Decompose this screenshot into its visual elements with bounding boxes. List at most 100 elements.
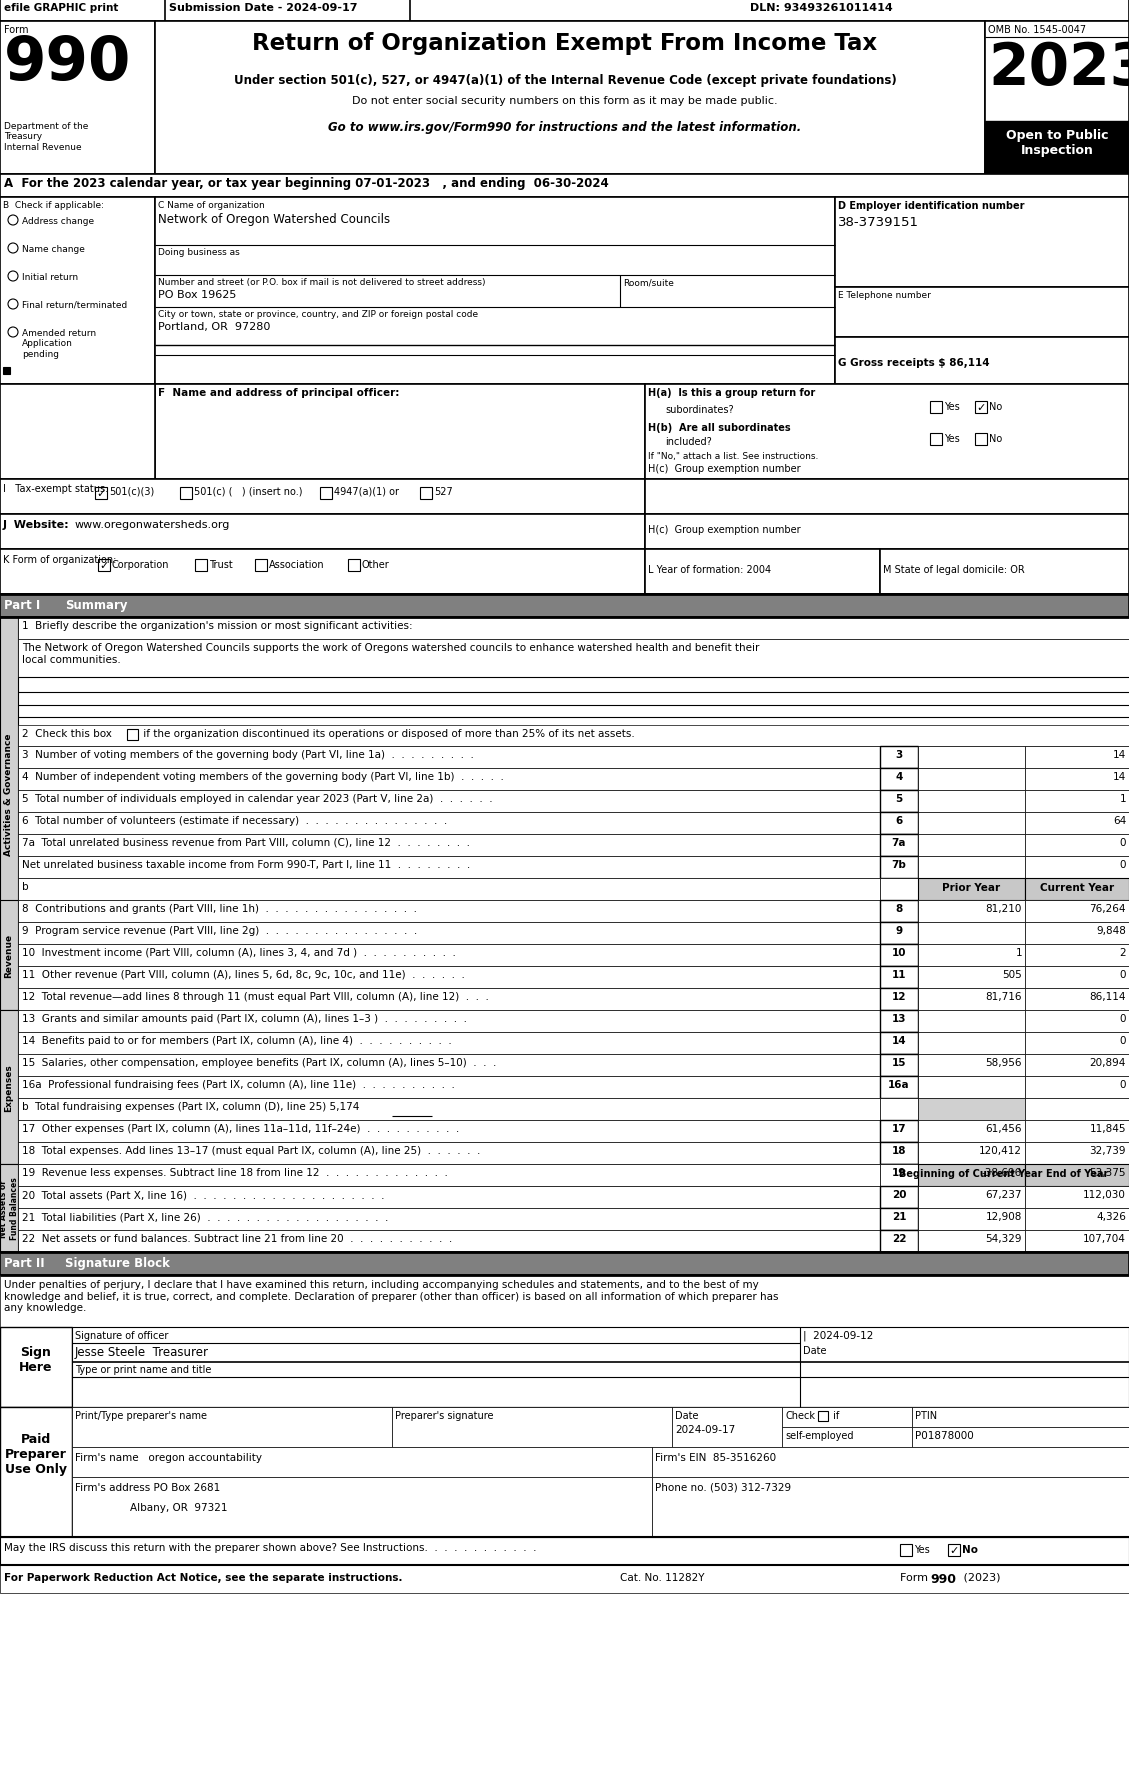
Text: 0: 0 (1120, 1035, 1126, 1046)
Bar (18, 618, 1129, 640)
Bar (18, 1187, 879, 1208)
Bar (72, 1477, 653, 1538)
Text: Yes: Yes (914, 1545, 930, 1554)
Text: ✓: ✓ (96, 488, 105, 499)
Text: Print/Type preparer's name: Print/Type preparer's name (75, 1410, 207, 1420)
Bar (645, 549, 879, 595)
Bar (0, 0, 1129, 21)
Bar (72, 1408, 1129, 1538)
Text: Sign
Here: Sign Here (19, 1345, 53, 1374)
Text: 6  Total number of volunteers (estimate if necessary)  .  .  .  .  .  .  .  .  .: 6 Total number of volunteers (estimate i… (21, 816, 447, 825)
Bar (930, 433, 942, 446)
Text: OMB No. 1545-0047: OMB No. 1545-0047 (988, 25, 1086, 36)
Bar (1025, 1208, 1129, 1230)
Text: Paid
Preparer
Use Only: Paid Preparer Use Only (5, 1433, 67, 1475)
Text: Jesse Steele  Treasurer: Jesse Steele Treasurer (75, 1345, 209, 1358)
Text: 18: 18 (892, 1146, 907, 1155)
Text: Revenue: Revenue (5, 934, 14, 978)
Text: Yes: Yes (944, 433, 960, 444)
Text: Net Assets or
Fund Balances: Net Assets or Fund Balances (0, 1176, 19, 1240)
Bar (72, 1447, 653, 1477)
Text: Prior Year: Prior Year (942, 882, 1000, 893)
Bar (1025, 834, 1129, 857)
Text: Doing business as: Doing business as (158, 248, 239, 257)
Text: Form: Form (900, 1572, 931, 1582)
Bar (18, 1121, 879, 1142)
Text: 14: 14 (1113, 750, 1126, 759)
Bar (3, 367, 10, 374)
Bar (180, 488, 192, 499)
Text: 501(c)(3): 501(c)(3) (110, 486, 155, 497)
Bar (1025, 989, 1129, 1010)
Text: 0: 0 (1120, 838, 1126, 848)
Text: Signature Block: Signature Block (65, 1256, 169, 1269)
Bar (1025, 1098, 1129, 1121)
Text: 20: 20 (892, 1189, 907, 1199)
Text: 5: 5 (895, 793, 902, 804)
Text: Cat. No. 11282Y: Cat. No. 11282Y (620, 1572, 704, 1582)
Text: H(c)  Group exemption number: H(c) Group exemption number (648, 463, 800, 474)
Text: ✓: ✓ (949, 1545, 959, 1556)
Text: 15: 15 (892, 1057, 907, 1067)
Text: efile GRAPHIC print: efile GRAPHIC print (5, 4, 119, 12)
Bar (18, 1142, 879, 1164)
Text: Form: Form (5, 25, 28, 36)
Text: Final return/terminated: Final return/terminated (21, 301, 128, 310)
Bar (0, 595, 1129, 618)
Text: Part II: Part II (5, 1256, 45, 1269)
Text: 58,956: 58,956 (986, 1057, 1022, 1067)
Bar (18, 1230, 879, 1253)
Bar (879, 1142, 918, 1164)
Text: The Network of Oregon Watershed Councils supports the work of Oregons watershed : The Network of Oregon Watershed Councils… (21, 643, 760, 665)
Text: b  Total fundraising expenses (Part IX, column (D), line 25) 5,174: b Total fundraising expenses (Part IX, c… (21, 1101, 359, 1112)
Bar (18, 640, 1129, 677)
Text: Date: Date (803, 1345, 826, 1356)
Bar (879, 834, 918, 857)
Text: 4: 4 (895, 772, 903, 782)
Text: 1: 1 (1015, 948, 1022, 957)
Bar (1025, 857, 1129, 879)
Bar (879, 879, 918, 900)
Bar (918, 813, 1025, 834)
Bar (126, 729, 138, 741)
Text: A  For the 2023 calendar year, or tax year beginning 07-01-2023   , and ending  : A For the 2023 calendar year, or tax yea… (5, 176, 609, 191)
Text: 38-3739151: 38-3739151 (838, 216, 919, 228)
Text: self-employed: self-employed (785, 1431, 854, 1440)
Text: 18  Total expenses. Add lines 13–17 (must equal Part IX, column (A), line 25)  .: 18 Total expenses. Add lines 13–17 (must… (21, 1146, 480, 1155)
Bar (18, 1164, 879, 1187)
Text: 4,326: 4,326 (1096, 1212, 1126, 1221)
Bar (0, 1253, 1129, 1276)
Text: 1  Briefly describe the organization's mission or most significant activities:: 1 Briefly describe the organization's mi… (21, 620, 412, 631)
Bar (879, 923, 918, 944)
Text: Type or print name and title: Type or print name and title (75, 1365, 211, 1374)
Text: Summary: Summary (65, 599, 128, 611)
Text: Current Year: Current Year (1040, 882, 1114, 893)
Bar (0, 1276, 1129, 1328)
Bar (0, 21, 155, 175)
Bar (918, 1230, 1025, 1253)
Text: 10  Investment income (Part VIII, column (A), lines 3, 4, and 7d )  .  .  .  .  : 10 Investment income (Part VIII, column … (21, 948, 456, 957)
Text: 64: 64 (1113, 816, 1126, 825)
Text: 7b: 7b (892, 859, 907, 870)
Bar (1025, 1121, 1129, 1142)
Text: 501(c) (   ) (insert no.): 501(c) ( ) (insert no.) (194, 486, 303, 497)
Bar (879, 1098, 918, 1121)
Text: Portland, OR  97280: Portland, OR 97280 (158, 323, 270, 331)
Bar (879, 1164, 918, 1187)
Text: 4947(a)(1) or: 4947(a)(1) or (334, 486, 399, 497)
Text: 9: 9 (895, 925, 902, 936)
Text: 81,716: 81,716 (986, 991, 1022, 1001)
Text: Corporation: Corporation (112, 560, 169, 570)
Bar (879, 900, 918, 923)
Text: G Gross receipts $ 86,114: G Gross receipts $ 86,114 (838, 358, 990, 367)
Text: D Employer identification number: D Employer identification number (838, 201, 1024, 210)
Text: Date: Date (675, 1410, 699, 1420)
Bar (18, 768, 879, 791)
Bar (918, 923, 1025, 944)
Text: b: b (21, 882, 28, 891)
Bar (879, 791, 918, 813)
Text: Submission Date - 2024-09-17: Submission Date - 2024-09-17 (169, 4, 358, 12)
Text: Beginning of Current Year: Beginning of Current Year (900, 1169, 1043, 1178)
Text: Phone no. (503) 312-7329: Phone no. (503) 312-7329 (655, 1483, 791, 1492)
Bar (18, 747, 879, 768)
